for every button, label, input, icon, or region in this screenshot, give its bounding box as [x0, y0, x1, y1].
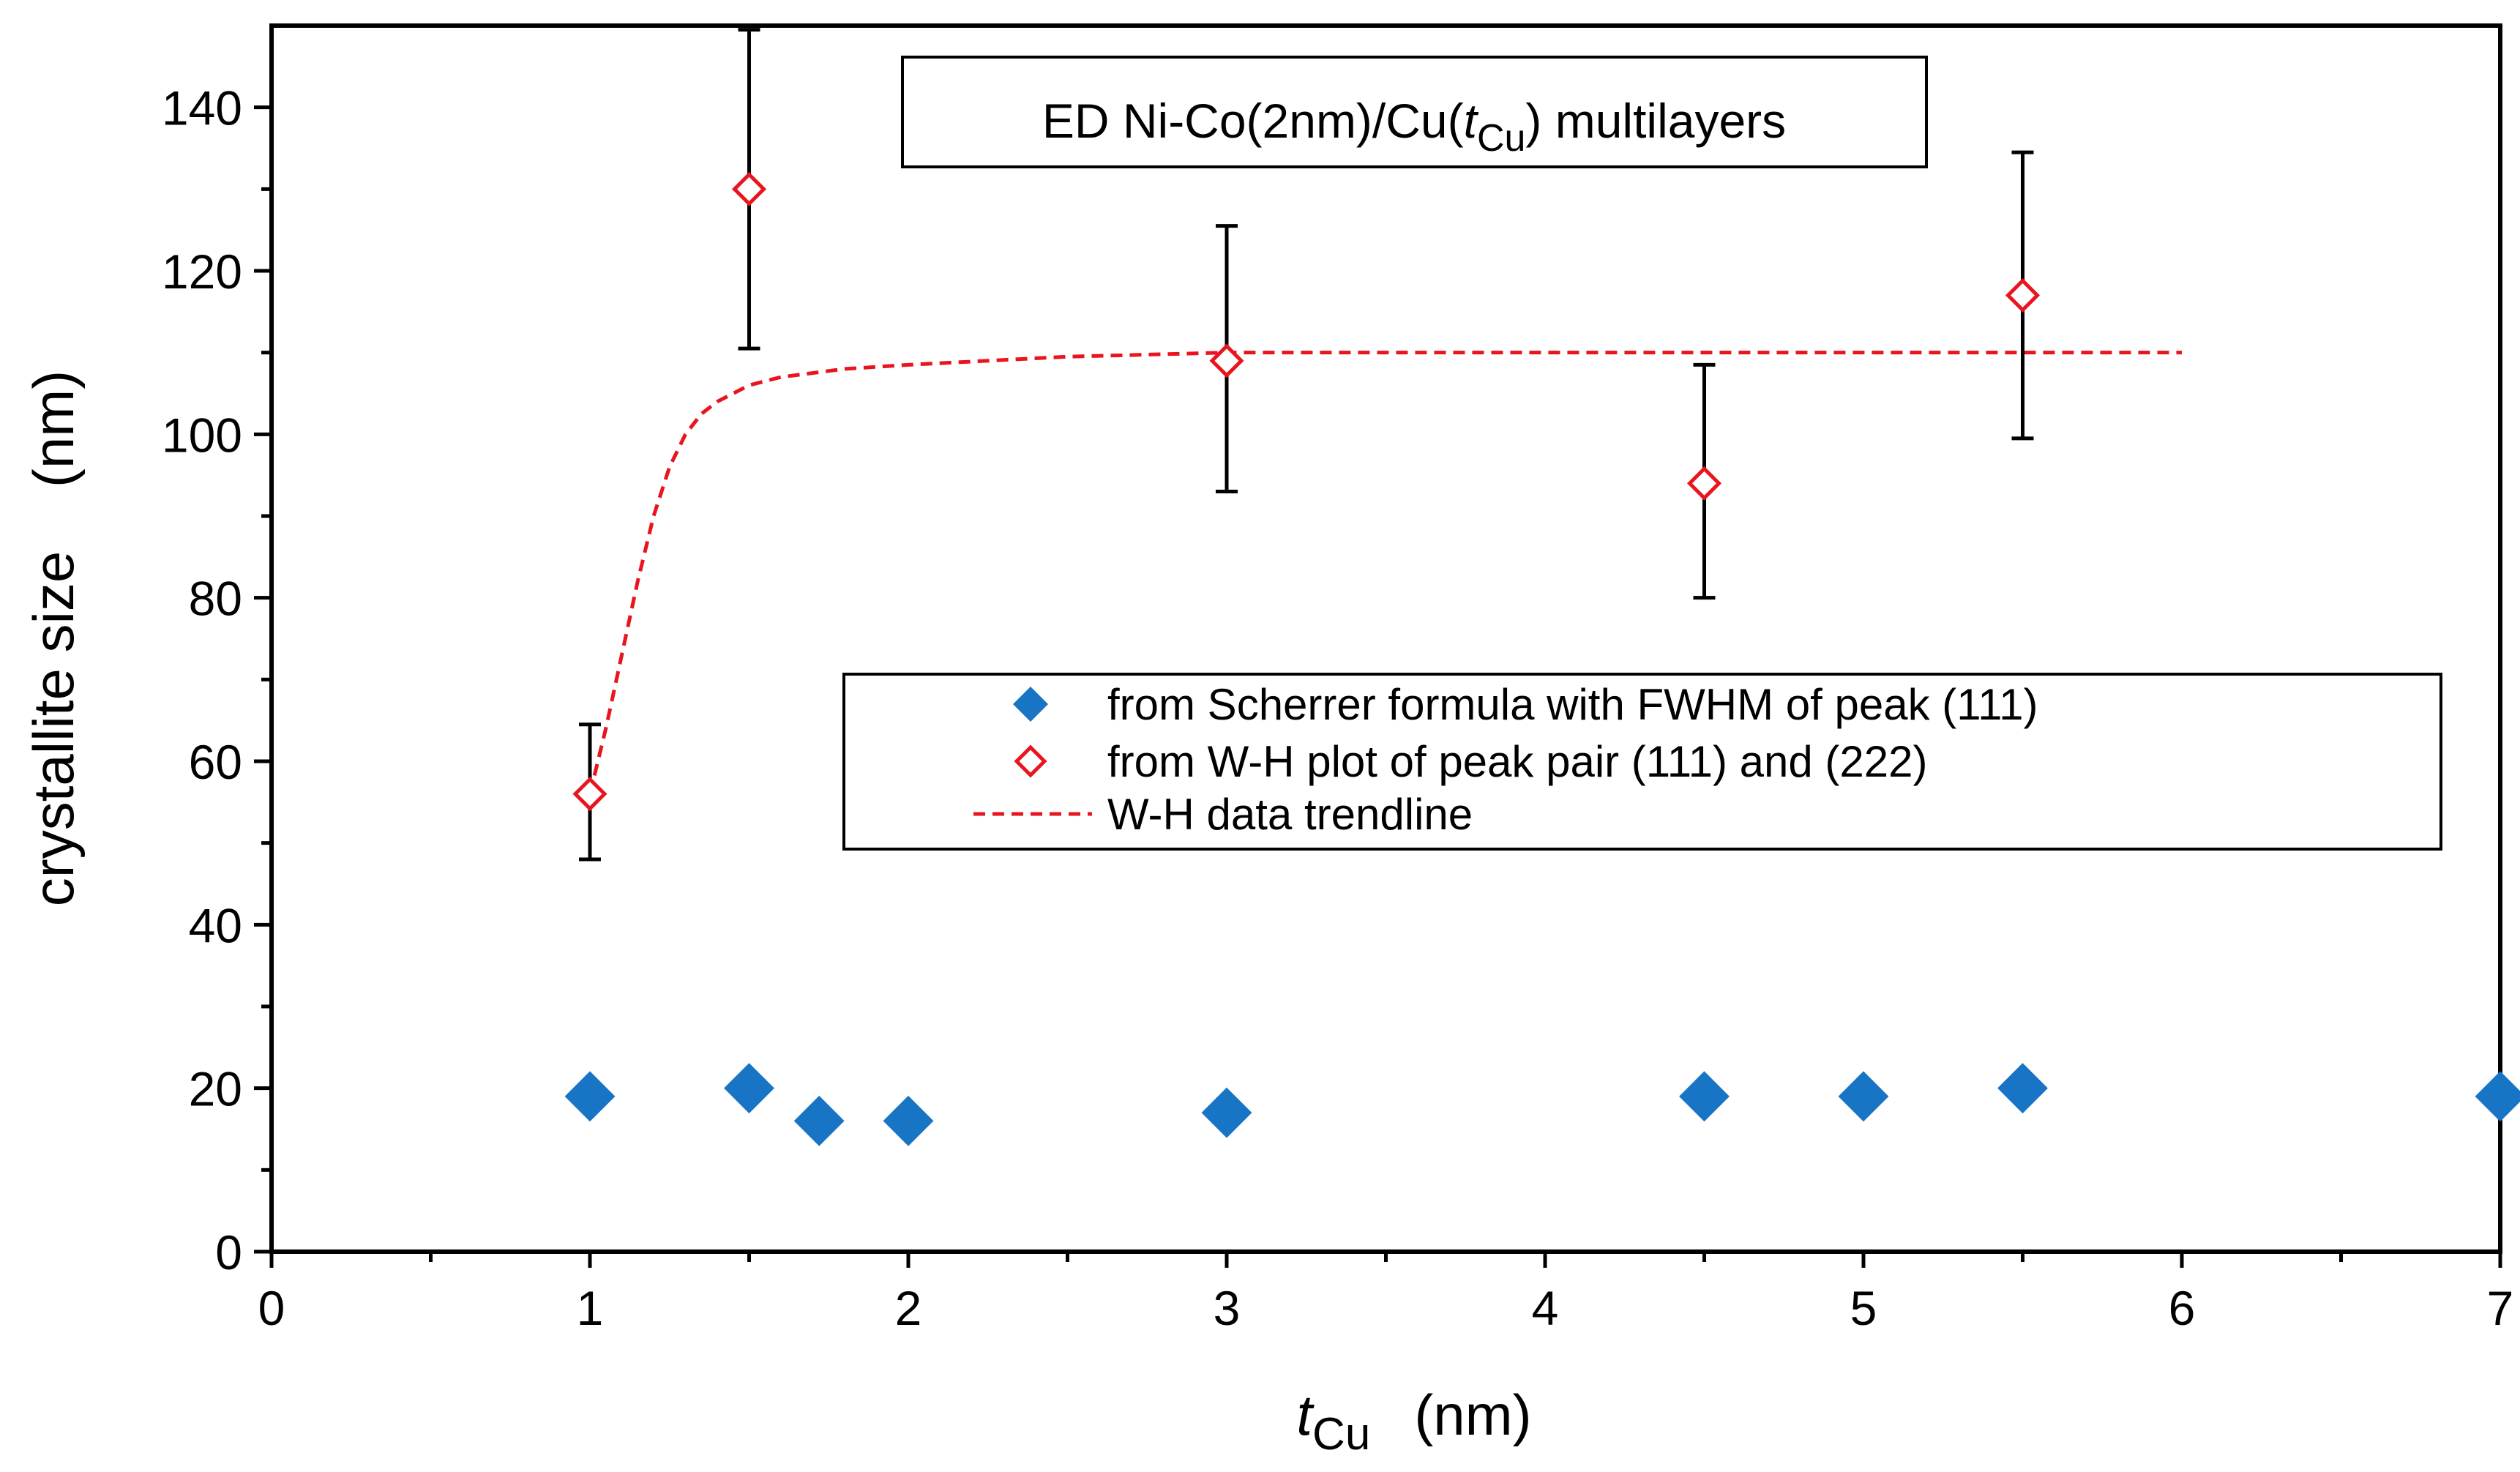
chart-title-sub: Cu: [1477, 117, 1525, 160]
scherrer-data-point: [1997, 1063, 2048, 1114]
y-tick-label: 20: [189, 1062, 242, 1116]
y-axis-title: crystallite size (nm): [21, 370, 86, 906]
y-tick-label: 0: [215, 1225, 242, 1279]
wh-data-point: [1209, 343, 1244, 378]
plot-frame: [269, 23, 2502, 1254]
x-tick-label: 6: [2169, 1281, 2196, 1335]
x-tick-label: 4: [1532, 1281, 1559, 1335]
x-tick-label: 0: [258, 1281, 285, 1335]
legend-box: [842, 673, 2442, 851]
scherrer-data-point: [1679, 1071, 1730, 1122]
scherrer-data-point: [2475, 1071, 2520, 1122]
legend: from Scherrer formula with FWHM of peak …: [973, 680, 2038, 839]
wh-data-point: [731, 171, 767, 206]
chart-title-tail: ) multilayers: [1525, 94, 1786, 148]
legend-marker-scherrer: [1013, 687, 1048, 722]
x-axis-title-unit: (nm): [1414, 1383, 1531, 1447]
x-tick-label: 7: [2487, 1281, 2514, 1335]
wh-data-point: [2005, 277, 2041, 313]
x-tick-label: 5: [1850, 1281, 1877, 1335]
x-axis-title-var: t: [1296, 1383, 1315, 1447]
y-tick-label: 60: [189, 735, 242, 789]
markers-layer: [564, 171, 2520, 1146]
scherrer-data-point: [883, 1095, 934, 1146]
legend-marker-wh: [1014, 744, 1047, 778]
x-tick-label: 1: [577, 1281, 604, 1335]
chart-title-main: ED Ni-Co(2nm)/Cu(: [1042, 94, 1464, 148]
y-tick-label: 120: [162, 244, 242, 299]
y-tick-label: 100: [162, 408, 242, 462]
y-tick-label: 140: [162, 81, 242, 135]
x-tick-labels: 0 1 2 3 4 5 6 7: [258, 1281, 2514, 1335]
y-tick-labels: 0 20 40 60 80 100 120 140: [162, 81, 242, 1279]
ticks-layer: [254, 105, 2502, 1268]
x-axis-title-sub: Cu: [1312, 1409, 1370, 1460]
legend-label: from Scherrer formula with FWHM of peak …: [1107, 680, 2038, 729]
chart-title: ED Ni-Co(2nm)/Cu(tCu) multilayers: [1042, 94, 1786, 160]
wh-data-point: [572, 777, 607, 812]
title-box: [901, 56, 1928, 168]
legend-label: from W-H plot of peak pair (111) and (22…: [1107, 737, 1928, 786]
x-tick-label: 3: [1214, 1281, 1241, 1335]
legend-label: W-H data trendline: [1107, 790, 1473, 839]
y-tick-label: 40: [189, 898, 242, 952]
scherrer-data-point: [724, 1063, 774, 1114]
x-tick-label: 2: [895, 1281, 922, 1335]
scherrer-data-point: [793, 1095, 845, 1146]
y-tick-label: 80: [189, 572, 242, 626]
wh-data-point: [1686, 466, 1722, 501]
x-axis-title: tCu (nm): [1296, 1383, 1531, 1460]
scherrer-data-point: [1838, 1071, 1889, 1122]
scherrer-data-point: [1201, 1087, 1252, 1138]
scherrer-data-point: [564, 1071, 616, 1122]
chart-title-var: t: [1464, 94, 1479, 148]
